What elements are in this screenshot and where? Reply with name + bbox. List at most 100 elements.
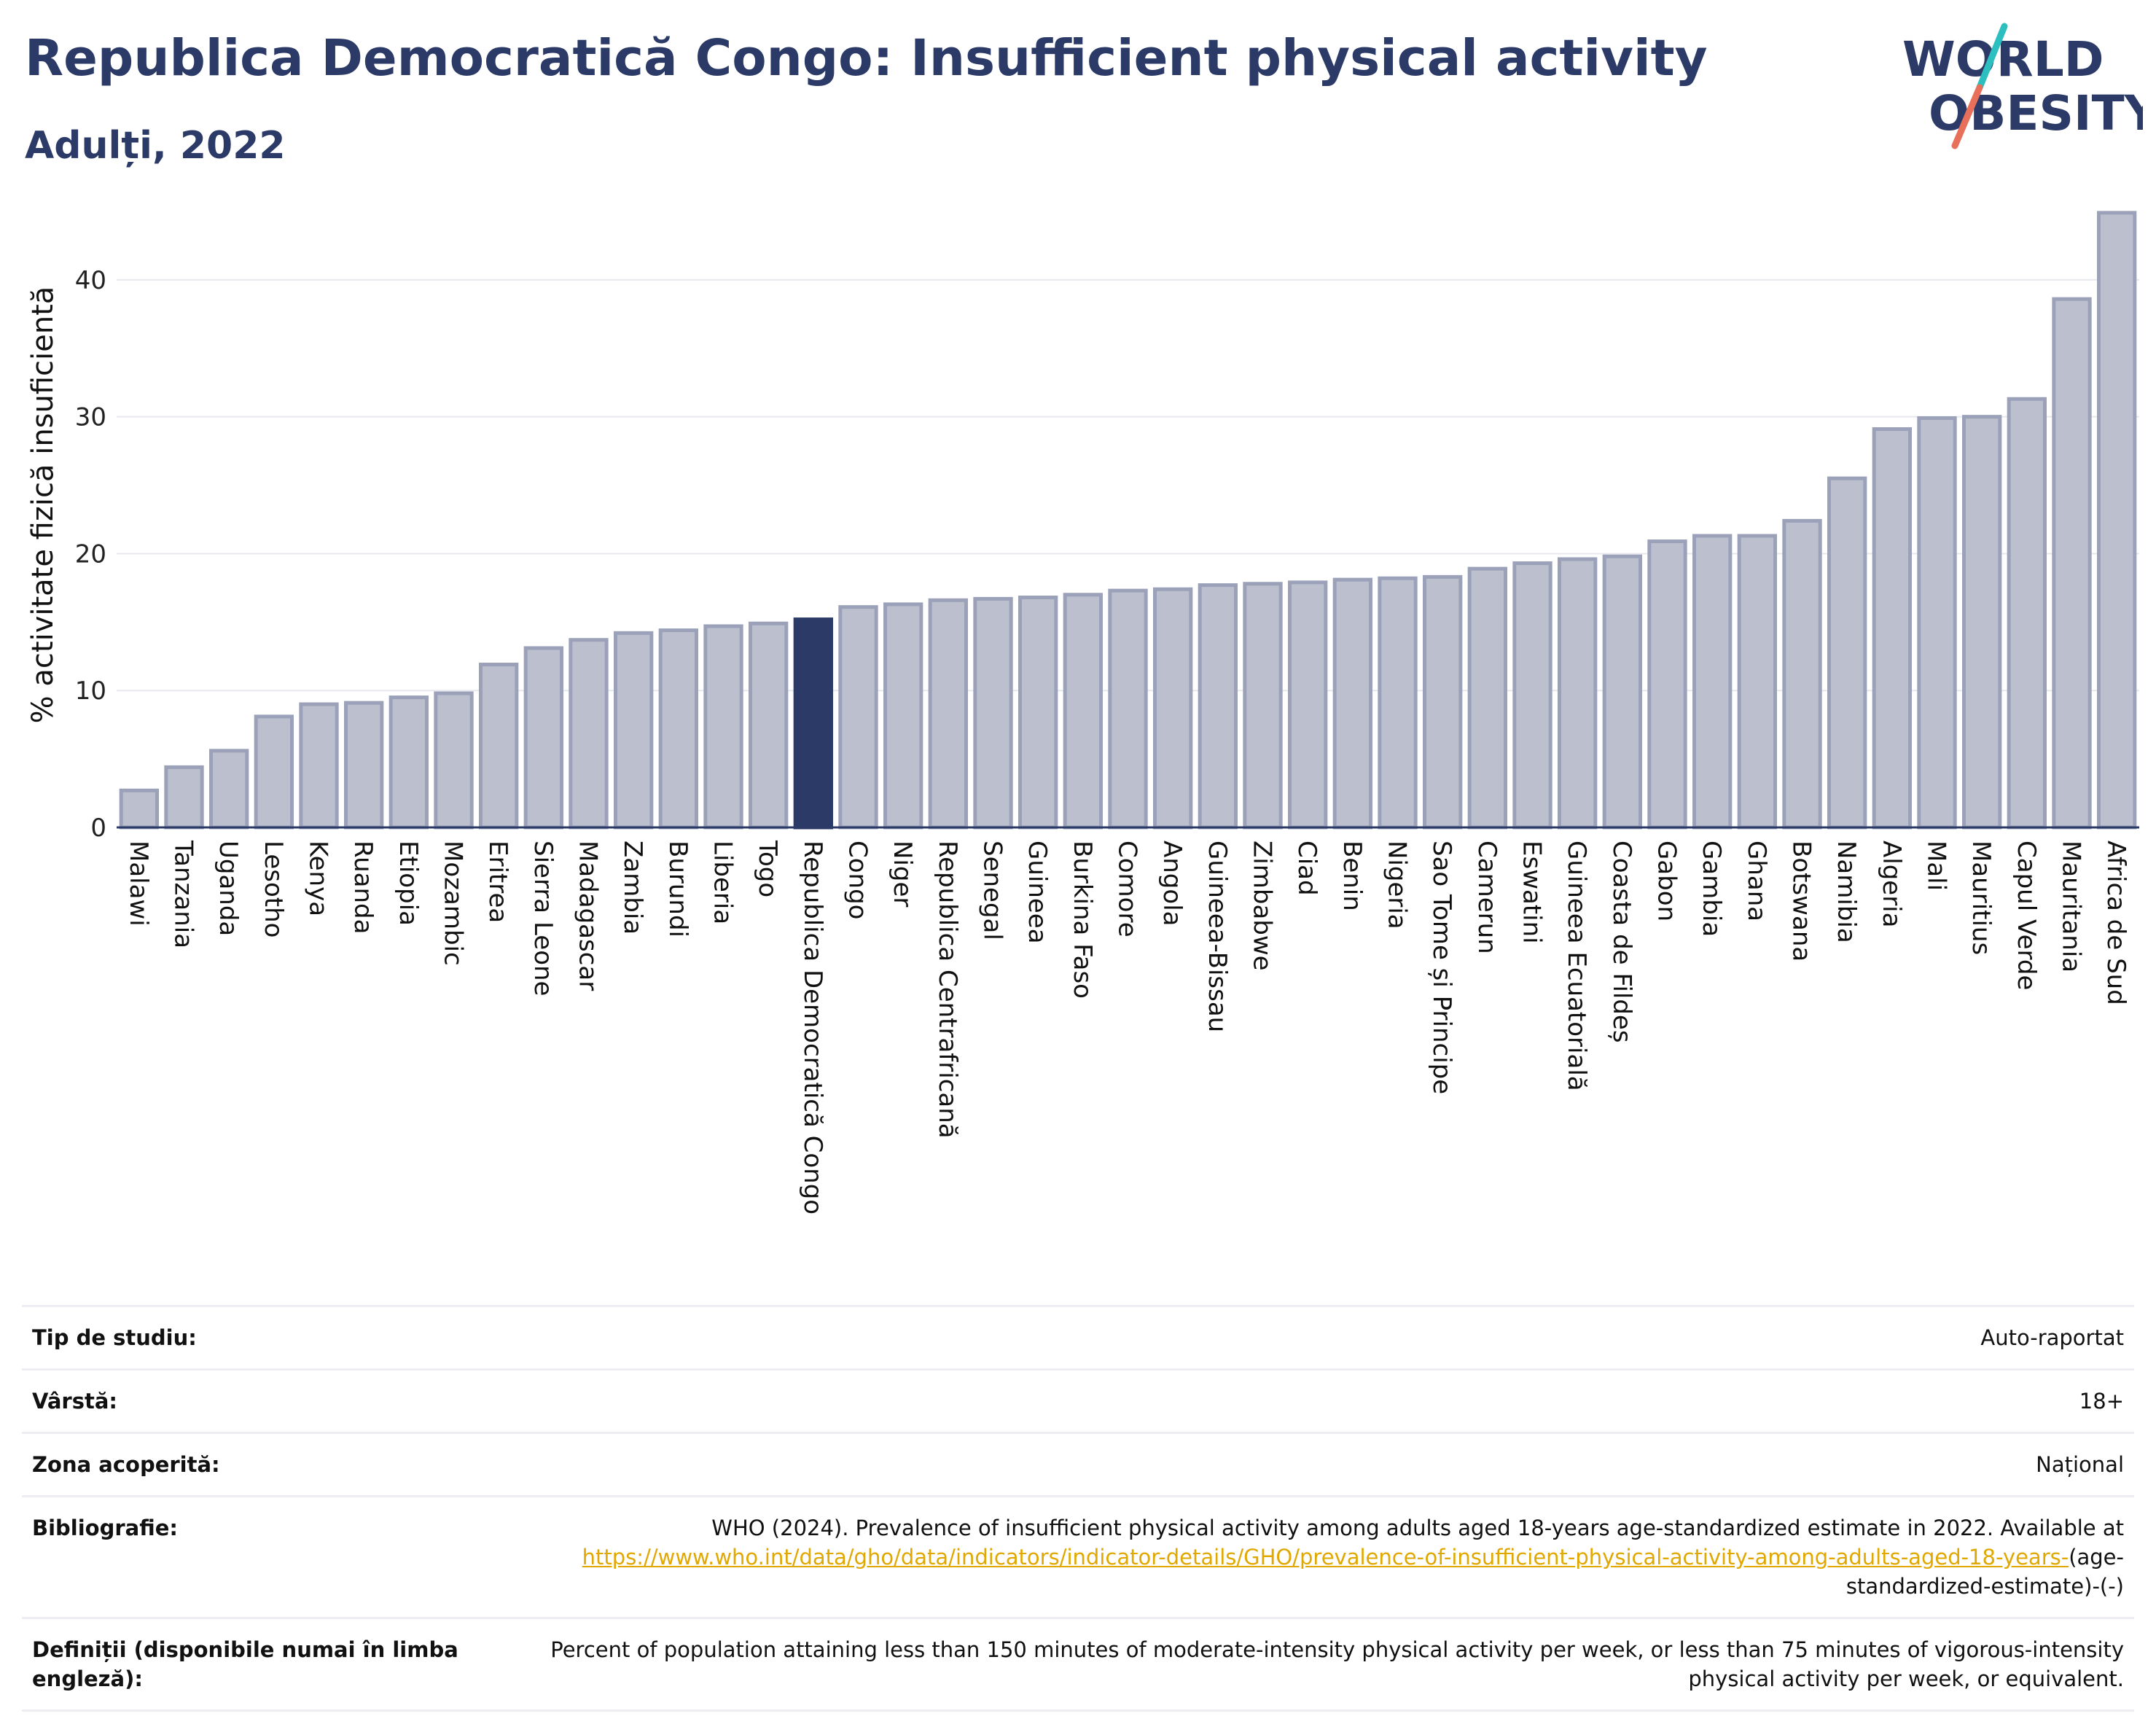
bar-congo [838,605,878,830]
bibliography-suffix: (age-standardized-estimate)-(-) [1846,1545,2124,1599]
x-tick-label: Zimbabwe [1248,841,1277,971]
x-tick-label: Mozambic [439,841,468,966]
info-row-age: Vârstă: 18+ [22,1368,2134,1432]
bar-eswatini [1512,561,1552,830]
x-tick-label: Etiopia [394,841,423,926]
bar-togo [749,621,789,830]
x-tick-label: Capul Verde [2012,841,2041,990]
x-tick-label: Gabon [1652,841,1682,921]
x-tick-label: Eritrea [483,841,512,923]
bibliography-text: WHO (2024). Prevalence of insufficient p… [711,1516,2124,1540]
world-obesity-logo: WORLD OBESITY [1902,23,2143,149]
bar-coasta-de-filde- [1602,554,1643,830]
bar-madagascar [569,638,609,830]
x-tick-label: Mauritania [2057,841,2086,972]
x-tick-label: Kenya [304,841,333,916]
x-tick-label: Sao Tome și Principe [1427,841,1456,1094]
bar-uganda [209,749,249,830]
bar-tanzania [164,765,204,830]
info-row-bibliography: Bibliografie: WHO (2024). Prevalence of … [22,1495,2134,1617]
bar-benin [1332,577,1372,830]
bar-ruanda [344,701,384,830]
bar-sao-tome-i-principe [1423,574,1463,830]
y-tick-label: 20 [75,539,106,569]
x-tick-label: Burkina Faso [1068,841,1097,999]
x-tick-label: Senegal [978,841,1007,940]
chart-subtitle: Adulți, 2022 [25,124,286,168]
info-value: WHO (2024). Prevalence of insufficient p… [499,1513,2124,1601]
bar-mauritius [1962,415,2002,830]
logo-line1: WORLD [1902,31,2104,87]
bar-nigeria [1378,576,1418,830]
bar-kenya [299,702,339,830]
bar-mali [1917,416,1957,830]
bar-malawi [119,788,160,830]
bar-africa-de-sud [2097,211,2137,830]
bars [119,211,2137,830]
info-label: Tip de studiu: [32,1325,197,1350]
bar-zambia [614,631,654,830]
x-tick-label: Republica Democratică Congo [798,841,827,1214]
bar-liberia [703,624,743,830]
logo-slash-bottom [1951,84,1983,149]
x-tick-label: Uganda [214,841,243,936]
info-value: Național [2036,1452,2124,1477]
x-tick-label: Camerun [1472,841,1501,954]
x-tick-label: Togo [753,840,782,897]
bar-burundi [658,628,699,830]
bar-angola [1153,587,1193,830]
x-tick-label: Guineea Ecuatorială [1562,841,1591,1091]
bar-burkina-faso [1063,593,1103,830]
y-axis-ticks: 0 10 20 30 40 [75,266,106,843]
x-tick-label: Nigeria [1383,841,1412,929]
x-tick-label: Ruanda [348,841,378,934]
info-row-study-type: Tip de studiu: Auto-raportat [22,1305,2134,1368]
x-tick-label: Africa de Sud [2101,841,2130,1005]
bar-senegal [973,596,1013,830]
x-tick-label: Angola [1157,841,1187,926]
logo-line2: OBESITY [1929,85,2143,141]
x-tick-label: Burundi [663,841,692,937]
bar-ghana [1737,534,1778,830]
bar-lesotho [254,714,294,830]
info-label: Definiții (disponibile numai în limba en… [32,1637,458,1691]
x-tick-label: Sierra Leone [528,841,558,996]
logo-slash-top [1976,23,2008,91]
x-tick-label: Zambia [618,841,647,935]
info-label: Zona acoperită: [32,1452,220,1477]
y-tick-label: 0 [90,814,106,843]
x-tick-label: Liberia [708,841,738,924]
x-tick-label: Namibia [1832,841,1861,943]
x-tick-label: Malawi [124,841,153,927]
info-table: Tip de studiu: Auto-raportat Vârstă: 18+… [22,1305,2134,1712]
bar-ciad [1288,580,1328,830]
chart-title: Republica Democratică Congo: Insufficien… [25,29,1708,87]
x-axis-ticks: Malawi Tanzania Uganda Lesotho Kenya Ruanda Et… [124,840,2130,1214]
y-tick-label: 30 [75,403,106,432]
bar-chart: 0 10 20 30 40 Malawi Tanzania Uganda Lesotho Ken… [26,211,2139,1214]
info-value: 18+ [2079,1389,2124,1414]
x-tick-label: Congo [843,841,872,919]
bibliography-link[interactable]: https://www.who.int/data/gho/data/indica… [582,1545,2069,1570]
bar-eritrea [479,663,519,830]
x-tick-label: Mauritius [1966,841,1996,955]
x-tick-label: Algeria [1877,841,1906,927]
bar-algeria [1872,427,1913,830]
info-value: Auto-raportat [1980,1325,2124,1350]
x-tick-label: Lesotho [259,841,288,937]
x-tick-label: Coasta de Fildeș [1607,841,1636,1043]
x-tick-label: Botswana [1787,841,1816,962]
x-tick-label: Mali [1922,841,1951,891]
bar-republica-centrafrican- [928,598,968,830]
info-row-coverage: Zona acoperită: Național [22,1432,2134,1495]
bar-gabon [1647,539,1687,830]
x-tick-label: Tanzania [169,840,198,948]
x-tick-label: Republica Centrafricană [933,841,962,1139]
bar-sierra-leone [523,646,564,830]
y-tick-label: 40 [75,266,106,295]
bar-capul-verde [2007,397,2047,830]
bar-botswana [1782,518,1822,830]
x-tick-label: Benin [1337,841,1367,911]
bar-namibia [1827,476,1867,830]
x-tick-label: Ghana [1742,841,1771,921]
